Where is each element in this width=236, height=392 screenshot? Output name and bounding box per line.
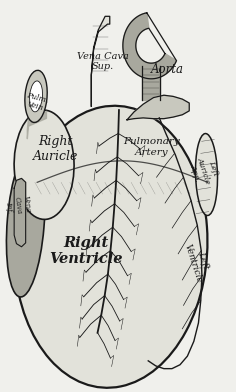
Text: Aorta: Aorta <box>151 63 184 76</box>
Text: Pulm.
Vein: Pulm. Vein <box>23 91 49 113</box>
Ellipse shape <box>195 134 218 216</box>
Ellipse shape <box>30 81 42 112</box>
Ellipse shape <box>14 110 74 220</box>
Text: Left
Ventricle: Left Ventricle <box>183 240 214 285</box>
Text: Pulmonary
Artery: Pulmonary Artery <box>123 138 180 157</box>
Polygon shape <box>14 178 26 247</box>
Text: Vena Cava
Sup.: Vena Cava Sup. <box>77 51 129 71</box>
Ellipse shape <box>6 150 45 297</box>
Text: Vena
Cava
Inf.: Vena Cava Inf. <box>3 195 32 216</box>
Polygon shape <box>127 95 189 120</box>
Ellipse shape <box>14 106 207 388</box>
Ellipse shape <box>25 70 47 122</box>
Text: Right
Auricle: Right Auricle <box>33 135 78 163</box>
Text: Left
Auricle
App.: Left Auricle App. <box>187 153 221 188</box>
Text: Right
Ventricle: Right Ventricle <box>49 236 122 266</box>
Polygon shape <box>123 13 177 79</box>
Polygon shape <box>91 16 110 106</box>
